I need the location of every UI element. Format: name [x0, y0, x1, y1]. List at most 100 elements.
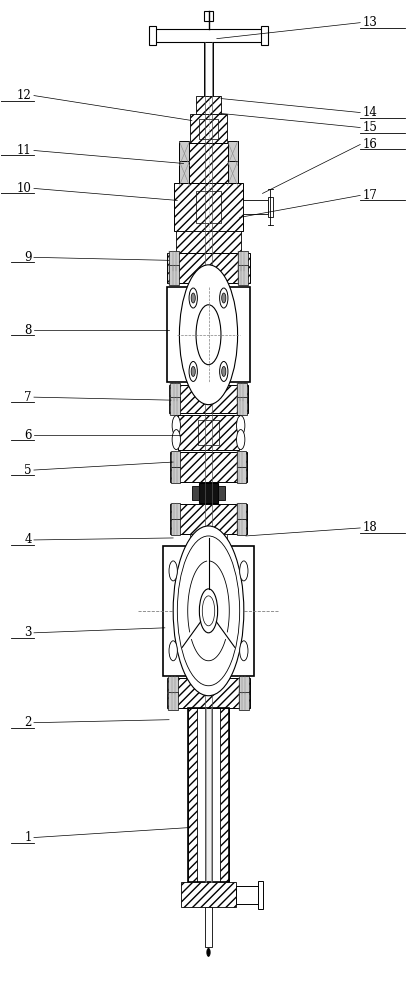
- Text: 18: 18: [362, 521, 377, 534]
- Bar: [238, 265, 248, 285]
- Bar: [243, 200, 268, 214]
- Bar: [168, 676, 178, 694]
- Bar: [261, 26, 268, 45]
- Circle shape: [222, 366, 226, 376]
- Circle shape: [189, 361, 197, 381]
- Bar: [190, 114, 227, 143]
- Circle shape: [173, 526, 244, 696]
- Circle shape: [199, 589, 218, 633]
- Circle shape: [240, 641, 248, 661]
- Bar: [199, 119, 218, 139]
- Text: 5: 5: [24, 464, 32, 477]
- Bar: [169, 385, 248, 413]
- Bar: [170, 504, 247, 534]
- Text: 4: 4: [24, 533, 32, 546]
- Circle shape: [220, 361, 228, 381]
- Circle shape: [169, 641, 177, 661]
- Bar: [228, 141, 238, 165]
- Bar: [171, 451, 181, 467]
- Text: 12: 12: [17, 89, 32, 102]
- Bar: [171, 519, 181, 535]
- Text: 11: 11: [17, 144, 32, 157]
- Bar: [236, 503, 246, 519]
- Bar: [178, 415, 239, 450]
- Bar: [179, 143, 238, 183]
- Text: 8: 8: [25, 324, 32, 337]
- Text: 15: 15: [362, 121, 377, 134]
- Bar: [199, 483, 218, 503]
- Circle shape: [177, 536, 240, 686]
- Bar: [171, 503, 181, 519]
- Bar: [238, 251, 248, 271]
- Bar: [174, 183, 243, 231]
- Bar: [236, 519, 246, 535]
- Bar: [203, 42, 214, 96]
- Bar: [168, 692, 178, 710]
- Circle shape: [196, 305, 221, 365]
- Bar: [179, 161, 189, 185]
- Bar: [149, 26, 156, 45]
- Bar: [170, 397, 180, 415]
- Bar: [196, 191, 221, 223]
- Bar: [192, 486, 199, 500]
- Text: 3: 3: [24, 626, 32, 639]
- Bar: [237, 383, 247, 401]
- Bar: [268, 197, 273, 217]
- Bar: [205, 708, 212, 882]
- Bar: [167, 678, 250, 708]
- Bar: [190, 534, 227, 546]
- Text: 7: 7: [24, 391, 32, 404]
- Text: 16: 16: [362, 138, 377, 151]
- Circle shape: [169, 561, 177, 581]
- Circle shape: [220, 288, 228, 308]
- Circle shape: [172, 430, 181, 450]
- Circle shape: [222, 293, 226, 303]
- Bar: [228, 141, 238, 165]
- Bar: [150, 29, 267, 42]
- Bar: [170, 452, 247, 482]
- Text: 1: 1: [25, 831, 32, 844]
- Text: 14: 14: [362, 106, 377, 119]
- Text: 13: 13: [362, 16, 377, 29]
- Bar: [239, 692, 249, 710]
- Bar: [237, 397, 247, 415]
- Bar: [167, 253, 250, 283]
- Text: 10: 10: [17, 182, 32, 195]
- Text: 6: 6: [24, 429, 32, 442]
- Circle shape: [236, 430, 245, 450]
- Bar: [176, 231, 241, 253]
- Circle shape: [191, 293, 195, 303]
- Bar: [171, 467, 181, 483]
- Bar: [179, 161, 189, 185]
- Circle shape: [172, 416, 181, 436]
- Bar: [169, 251, 179, 271]
- Text: 17: 17: [362, 189, 377, 202]
- Bar: [188, 708, 229, 882]
- Bar: [228, 161, 238, 185]
- Bar: [170, 383, 180, 401]
- Bar: [239, 676, 249, 694]
- Bar: [218, 486, 225, 500]
- Bar: [169, 265, 179, 285]
- Circle shape: [179, 265, 238, 405]
- Circle shape: [236, 416, 245, 436]
- Bar: [204, 11, 213, 21]
- Bar: [220, 708, 229, 882]
- Circle shape: [202, 596, 215, 626]
- Circle shape: [240, 561, 248, 581]
- Text: 9: 9: [24, 251, 32, 264]
- Bar: [236, 467, 246, 483]
- Bar: [259, 881, 264, 909]
- Bar: [163, 546, 254, 676]
- Bar: [167, 287, 250, 382]
- Bar: [198, 420, 219, 445]
- Text: 2: 2: [25, 716, 32, 729]
- Bar: [196, 96, 221, 114]
- Bar: [179, 141, 189, 165]
- Circle shape: [189, 288, 197, 308]
- Bar: [236, 886, 259, 904]
- Bar: [205, 907, 212, 947]
- Bar: [236, 451, 246, 467]
- Bar: [179, 141, 189, 165]
- Circle shape: [191, 366, 195, 376]
